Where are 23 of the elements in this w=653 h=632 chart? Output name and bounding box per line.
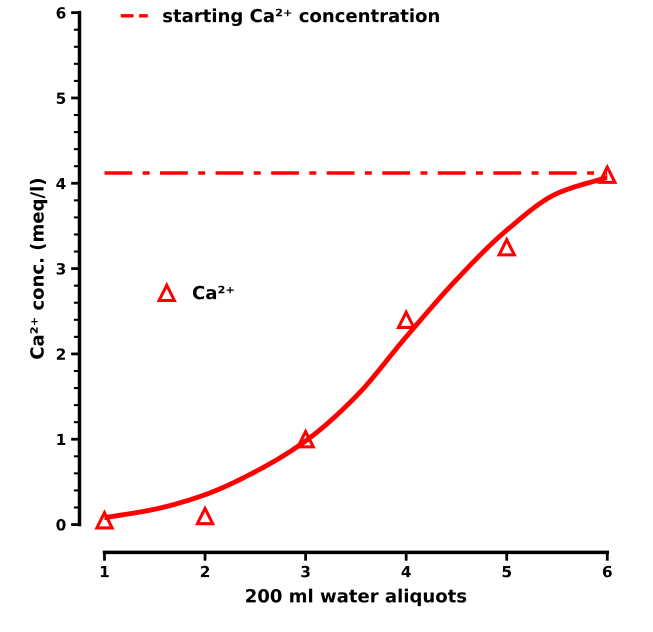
y-tick-label: 6	[56, 7, 66, 19]
y-tick-label: 4	[56, 178, 66, 190]
y-tick-label: 0	[56, 519, 66, 531]
x-tick-label: 1	[100, 566, 109, 578]
point	[296, 430, 315, 448]
legend-label: starting Ca²⁺ concentration	[163, 8, 439, 26]
point	[95, 511, 114, 530]
legend-label: Ca²⁺	[192, 286, 234, 300]
point	[598, 166, 616, 184]
y-tick-label: 3	[56, 263, 66, 275]
y-tick-label: 2	[56, 348, 65, 360]
x-tick-label: 6	[602, 566, 612, 578]
x-axis-title: 200 ml water aliquots	[246, 588, 466, 606]
y-tick-label: 5	[56, 92, 66, 104]
y-tick-label: 1	[57, 434, 66, 446]
x-tick-label: 3	[301, 566, 310, 578]
point	[196, 506, 214, 526]
x-tick-label: 5	[502, 566, 511, 578]
point	[498, 238, 516, 256]
y-axis-title: Ca²⁺ conc. (meq/l)	[30, 179, 48, 359]
x-tick-label: 2	[200, 566, 210, 578]
point	[397, 310, 416, 329]
x-tick-label: 4	[402, 566, 411, 578]
